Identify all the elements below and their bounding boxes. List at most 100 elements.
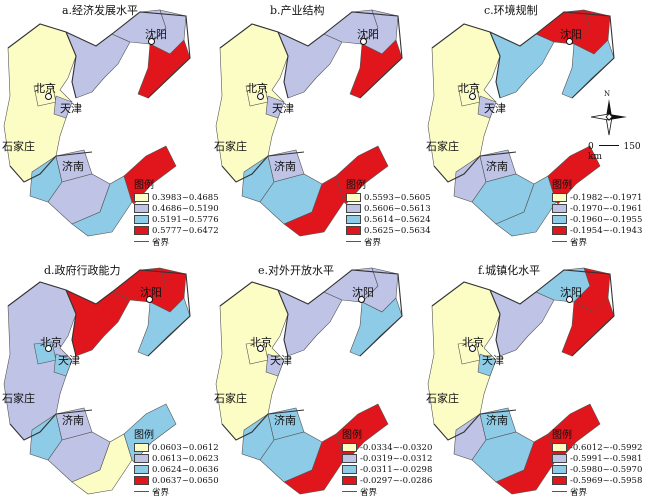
panel-title: c.环境规制 <box>484 4 538 17</box>
legend-boundary-line <box>552 491 567 492</box>
capital-marker-beijing <box>469 345 476 352</box>
legend-swatch-3 <box>552 465 567 474</box>
legend-swatch-1 <box>134 193 149 202</box>
panel-title: f.城镇化水平 <box>478 264 541 277</box>
city-label-shijiazhuang: 石家庄 <box>214 392 247 405</box>
map-canvas <box>215 267 403 495</box>
province-boundary <box>267 409 305 415</box>
province-boundary <box>431 11 615 99</box>
region-liaoning-s <box>349 39 403 99</box>
province-boundary <box>489 31 501 99</box>
map-legend: 图例 -0.1982~-0.1971 -0.1970~-0.1961 -0.19… <box>552 176 643 248</box>
legend-label-2: 0.0613~0.0623 <box>152 453 219 464</box>
region-tj <box>265 95 285 119</box>
legend-label-4: 0.5625~0.5634 <box>364 225 431 236</box>
legend-label-2: 0.5606~0.5613 <box>364 203 431 214</box>
region-sd-e <box>547 145 601 205</box>
region-liaoning-s <box>137 39 191 99</box>
legend-label-4: -0.0297~-0.0286 <box>360 475 433 486</box>
legend-boundary-label: 省界 <box>360 487 378 498</box>
legend-boundary-label: 省界 <box>152 487 170 498</box>
city-label-tianjin: 天津 <box>270 354 292 367</box>
legend-swatch-3 <box>134 465 149 474</box>
legend-label-2: 0.4686~0.5190 <box>152 203 219 214</box>
region-tj <box>53 353 73 377</box>
map-legend: 图例 -0.6012~-0.5992 -0.5991~-0.5981 -0.59… <box>552 426 643 498</box>
city-label-shijiazhuang: 石家庄 <box>2 392 35 405</box>
map-panel-f: f.城镇化水平 沈阳 北京 天津 石家庄 济南 图例 -0.6012~-0.59… <box>424 250 642 498</box>
city-label-shijiazhuang: 石家庄 <box>426 392 459 405</box>
legend-boundary-line <box>134 491 149 492</box>
city-label-shenyang: 沈阳 <box>357 28 379 41</box>
legend-label-1: -0.0334~-0.0320 <box>360 442 433 453</box>
city-label-beijing: 北京 <box>462 336 484 349</box>
map-panel-b: b.产业结构 沈阳 北京 天津 石家庄 济南 图例 0.5593~0.5605 … <box>212 0 431 248</box>
legend-label-1: -0.6012~-0.5992 <box>570 442 643 453</box>
region-liaoning-s <box>137 297 191 357</box>
region-liaoning-w <box>489 31 555 99</box>
legend-label-3: 0.5614~0.5624 <box>364 214 431 225</box>
region-tj <box>477 95 497 119</box>
province-boundary <box>489 289 501 357</box>
legend-swatch-1 <box>134 443 149 452</box>
map-panel-c: c.环境规制 沈阳 北京 天津 石家庄 济南 图例 -0.1982~-0.197… <box>424 0 642 248</box>
legend-boundary-label: 省界 <box>152 237 170 248</box>
region-liaoning-w <box>489 289 555 357</box>
province-boundary <box>479 409 517 415</box>
scale-line <box>598 145 619 146</box>
legend-boundary-line <box>346 241 361 242</box>
legend-swatch-4 <box>552 226 567 235</box>
legend-boundary-label: 省界 <box>570 237 588 248</box>
city-label-tianjin: 天津 <box>272 102 294 115</box>
north-arrow-icon <box>590 99 627 136</box>
capital-marker-beijing <box>257 93 264 100</box>
legend-title: 图例 <box>552 430 572 441</box>
legend-swatch-2 <box>552 454 567 463</box>
legend-label-2: -0.1970~-0.1961 <box>570 203 643 214</box>
map-panel-d: d.政府行政能力 沈阳 北京 天津 石家庄 济南 图例 0.0603~0.061… <box>0 250 219 498</box>
city-label-tianjin: 天津 <box>60 102 82 115</box>
city-label-shenyang: 沈阳 <box>140 286 162 299</box>
map-canvas <box>427 9 615 237</box>
legend-swatch-2 <box>134 454 149 463</box>
capital-marker-shenyang <box>358 296 365 303</box>
province-boundary <box>7 269 191 357</box>
province-boundary <box>433 413 481 441</box>
legend-swatch-1 <box>552 193 567 202</box>
province-boundary <box>219 11 403 99</box>
map-legend: 图例 0.5593~0.5605 0.5606~0.5613 0.5614~0.… <box>346 176 431 248</box>
legend-boundary-label: 省界 <box>570 487 588 498</box>
province-boundary <box>479 151 517 157</box>
capital-marker-shenyang <box>566 296 573 303</box>
legend-swatch-3 <box>134 215 149 224</box>
legend-title: 图例 <box>342 430 362 441</box>
capital-marker-shenyang <box>148 38 155 45</box>
province-boundary <box>433 155 481 183</box>
legend-swatch-3 <box>346 215 361 224</box>
city-label-shijiazhuang: 石家庄 <box>214 140 247 153</box>
map-canvas <box>3 9 191 237</box>
panel-title: b.产业结构 <box>270 4 325 17</box>
legend-label-2: -0.0319~-0.0312 <box>360 453 433 464</box>
scale-zero-label: 0 <box>588 142 594 152</box>
city-label-shijiazhuang: 石家庄 <box>426 140 459 153</box>
map-legend: 图例 0.0603~0.0612 0.0613~0.0623 0.0624~0.… <box>134 426 219 498</box>
capital-marker-beijing <box>469 93 476 100</box>
province-boundary <box>277 31 289 99</box>
map-legend: 图例 -0.0334~-0.0320 -0.0319~-0.0312 -0.03… <box>342 426 433 498</box>
city-label-tianjin: 天津 <box>58 354 80 367</box>
north-label: N <box>604 90 611 98</box>
legend-swatch-1 <box>552 443 567 452</box>
legend-title: 图例 <box>346 180 366 191</box>
legend-label-1: -0.1982~-0.1971 <box>570 192 643 203</box>
city-label-shenyang: 沈阳 <box>560 286 582 299</box>
legend-label-3: -0.5980~-0.5970 <box>570 464 643 475</box>
region-liaoning-w <box>65 289 131 357</box>
city-label-shijiazhuang: 石家庄 <box>2 140 35 153</box>
legend-label-4: -0.1954~-0.1943 <box>570 225 643 236</box>
map-panel-e: e.对外开放水平 沈阳 北京 天津 石家庄 济南 图例 -0.0334~-0.0… <box>212 250 432 498</box>
legend-swatch-3 <box>342 465 357 474</box>
province-boundary <box>65 31 77 99</box>
legend-swatch-2 <box>346 204 361 213</box>
scale-bar: 0 150 km <box>588 142 650 162</box>
